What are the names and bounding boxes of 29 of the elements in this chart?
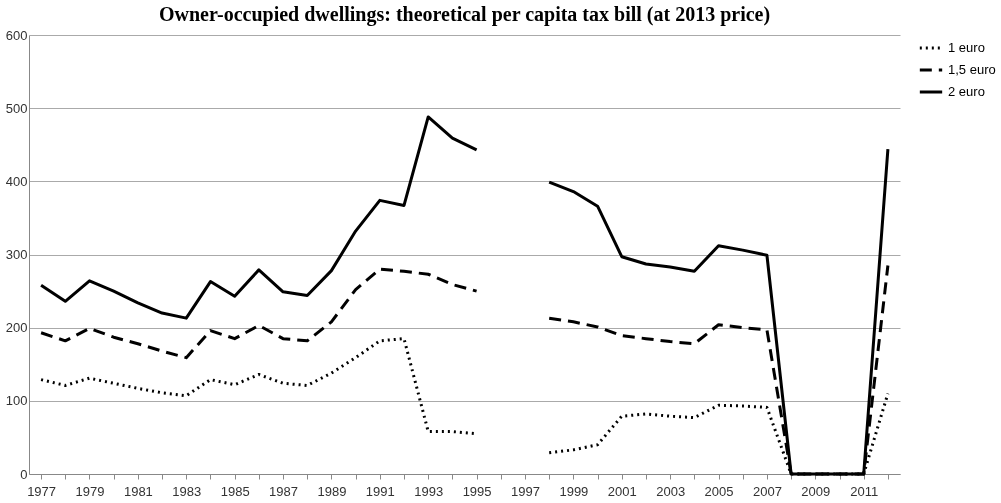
x-tick-label: 1985: [220, 483, 250, 499]
y-tick-label: 600: [5, 27, 28, 43]
x-tick-label: 1981: [123, 483, 153, 499]
legend-label: 1 euro: [948, 40, 985, 55]
x-tick-label: 1999: [559, 483, 589, 499]
y-tick-label: 400: [5, 173, 28, 189]
x-tick-label: 1993: [414, 483, 444, 499]
x-tick-label: 1979: [75, 483, 105, 499]
y-tick-label: 300: [5, 247, 28, 262]
x-tick-label: 2009: [801, 483, 831, 499]
x-tick-label: 2011: [850, 483, 879, 499]
x-tick-label: 1997: [511, 483, 540, 499]
x-tick-label: 2001: [607, 483, 637, 499]
y-tick-label: 200: [5, 320, 28, 336]
legend-label: 2 euro: [948, 84, 985, 99]
x-tick-label: 1987: [269, 483, 298, 499]
chart-title: Owner-occupied dwellings: theoretical per capita tax bill (at 2013 price): [158, 3, 771, 26]
y-tick-label: 0: [20, 466, 28, 482]
x-tick-label: 1995: [462, 483, 492, 499]
x-tick-label: 1983: [172, 483, 202, 499]
legend-label: 1,5 euro: [948, 62, 996, 77]
y-tick-label: 500: [5, 100, 28, 116]
x-tick-label: 1977: [27, 483, 57, 499]
x-tick-label: 1991: [365, 483, 395, 499]
y-tick-label: 100: [5, 393, 28, 409]
x-tick-label: 2007: [752, 483, 782, 499]
x-tick-label: 2003: [656, 483, 686, 499]
x-tick-label: 1989: [317, 483, 347, 499]
x-tick-label: 2005: [704, 483, 734, 499]
